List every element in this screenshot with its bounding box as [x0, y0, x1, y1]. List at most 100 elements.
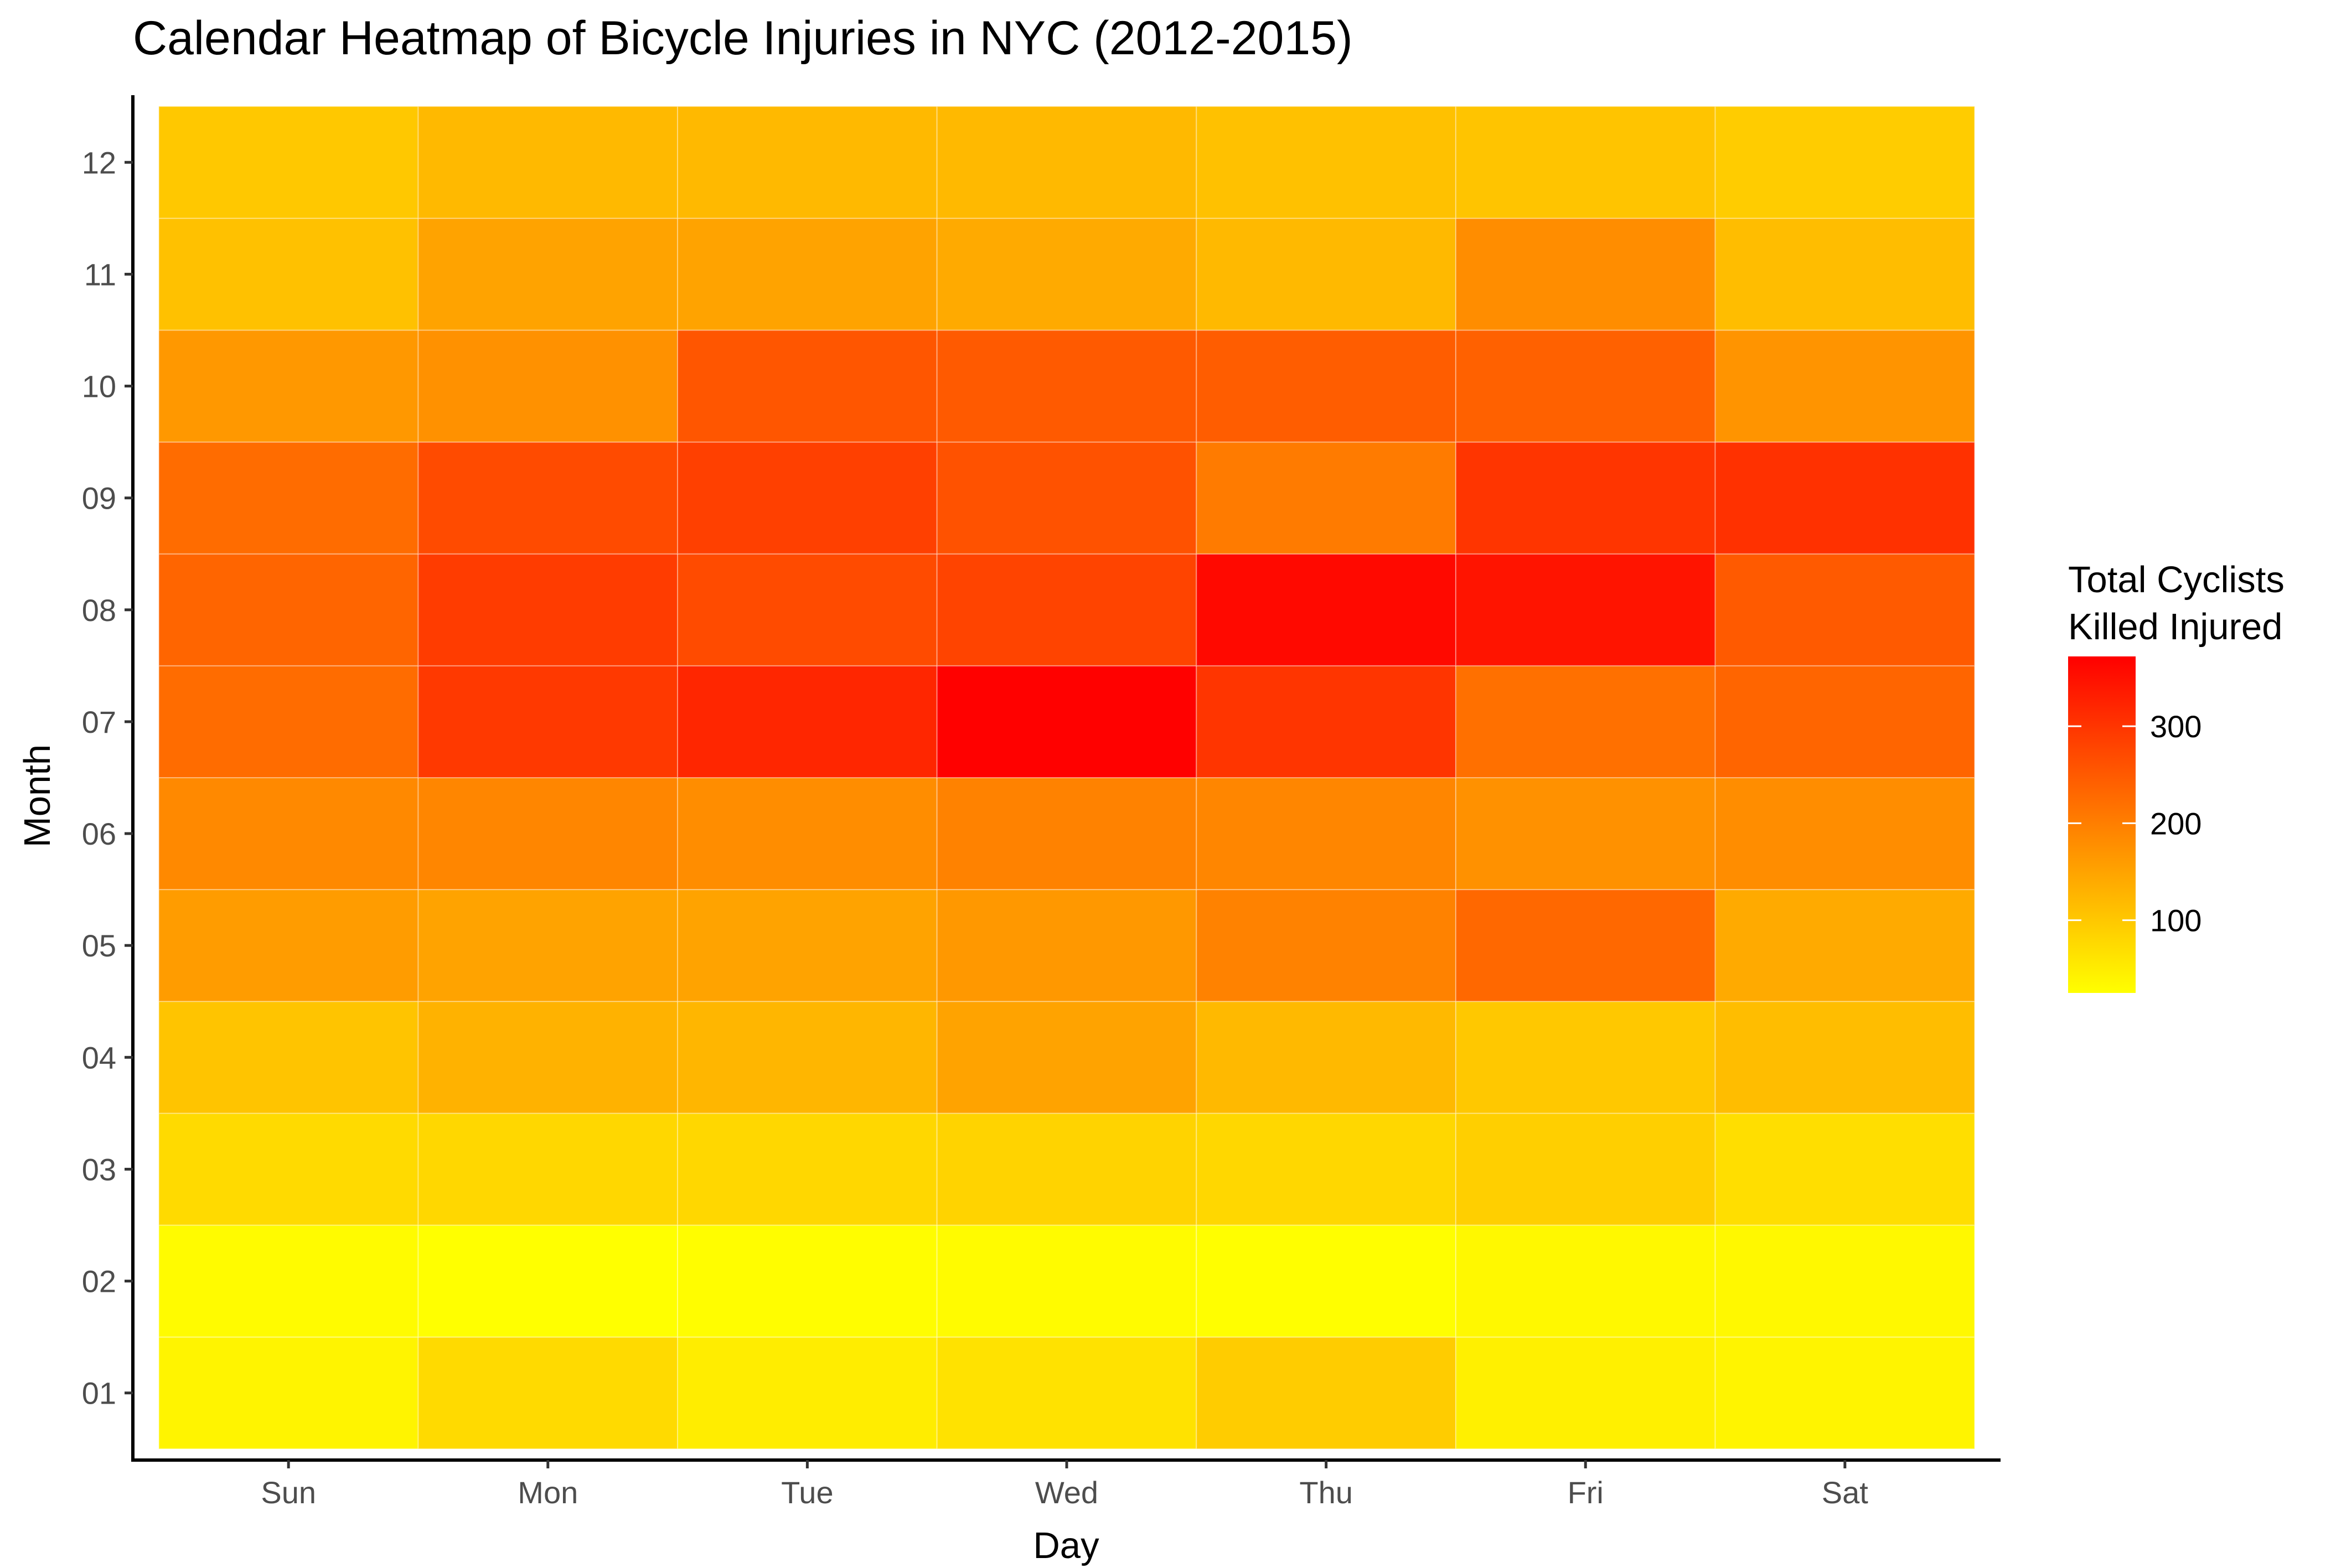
legend-title-line-2: Killed Injured	[2068, 606, 2282, 648]
heatmap-cell-08-sat	[1714, 553, 1976, 666]
heatmap-cell-01-thu	[1196, 1336, 1456, 1450]
heatmap-tiles	[158, 106, 1976, 1450]
y-tick-label: 12	[82, 145, 116, 180]
heatmap-cell-01-sun	[158, 1336, 419, 1450]
heatmap-cell-05-sat	[1714, 889, 1976, 1002]
y-tick-label: 10	[82, 369, 116, 404]
legend-tick-label: 100	[2150, 903, 2202, 938]
heatmap-cell-07-tue	[677, 665, 938, 779]
heatmap-cell-06-sat	[1714, 777, 1976, 891]
heatmap-cell-09-sun	[158, 441, 419, 555]
heatmap-cell-12-mon	[417, 106, 679, 219]
legend-title-line-1: Total Cyclists	[2068, 559, 2285, 601]
y-tick-label: 07	[82, 705, 116, 739]
x-tick-label: Mon	[518, 1475, 578, 1510]
heatmap-cell-07-wed	[936, 665, 1197, 779]
heatmap-cell-06-wed	[936, 777, 1197, 891]
y-tick-label: 05	[82, 928, 116, 963]
heatmap-cell-06-thu	[1196, 777, 1456, 891]
heatmap-cell-04-tue	[677, 1001, 938, 1114]
heatmap-cell-06-mon	[417, 777, 679, 891]
x-tick-label: Sat	[1822, 1475, 1868, 1510]
heatmap-cell-04-sat	[1714, 1001, 1976, 1114]
chart-title: Calendar Heatmap of Bicycle Injuries in …	[133, 12, 1353, 65]
legend-tick-label: 200	[2150, 806, 2202, 841]
heatmap-cell-08-sun	[158, 553, 419, 666]
heatmap-cell-03-tue	[677, 1112, 938, 1226]
heatmap-cell-02-wed	[936, 1224, 1197, 1338]
legend-colorbar	[2068, 656, 2136, 993]
heatmap-cell-07-mon	[417, 665, 679, 779]
heatmap-cell-12-fri	[1455, 106, 1716, 219]
heatmap-cell-09-mon	[417, 441, 679, 555]
heatmap-cell-12-sat	[1714, 106, 1976, 219]
y-tick-label: 09	[82, 481, 116, 516]
heatmap-cell-11-thu	[1196, 218, 1456, 331]
heatmap-cell-11-mon	[417, 218, 679, 331]
heatmap-cell-12-thu	[1196, 106, 1456, 219]
y-tick-label: 11	[84, 257, 116, 292]
y-tick-label: 02	[82, 1264, 116, 1299]
heatmap-cell-10-wed	[936, 329, 1197, 443]
heatmap-cell-01-mon	[417, 1336, 679, 1450]
heatmap-cell-10-thu	[1196, 329, 1456, 443]
x-tick-label: Tue	[781, 1475, 833, 1510]
heatmap-cell-04-sun	[158, 1001, 419, 1114]
y-tick-label: 01	[82, 1376, 116, 1411]
legend-tick-label: 300	[2150, 709, 2202, 744]
heatmap-cell-04-fri	[1455, 1001, 1716, 1114]
heatmap-cell-11-sat	[1714, 218, 1976, 331]
heatmap-cell-10-sun	[158, 329, 419, 443]
y-axis-title: Month	[17, 744, 58, 847]
heatmap-cell-05-fri	[1455, 889, 1716, 1002]
heatmap-cell-06-tue	[677, 777, 938, 891]
heatmap-cell-09-thu	[1196, 441, 1456, 555]
heatmap-cell-06-fri	[1455, 777, 1716, 891]
heatmap-cell-05-tue	[677, 889, 938, 1002]
heatmap-cell-04-thu	[1196, 1001, 1456, 1114]
y-tick-label: 03	[82, 1152, 116, 1187]
heatmap-cell-10-sat	[1714, 329, 1976, 443]
heatmap-cell-07-sat	[1714, 665, 1976, 779]
heatmap-cell-09-tue	[677, 441, 938, 555]
heatmap-cell-07-fri	[1455, 665, 1716, 779]
y-tick-label: 08	[82, 593, 116, 628]
heatmap-cell-03-wed	[936, 1112, 1197, 1226]
heatmap-cell-02-sun	[158, 1224, 419, 1338]
x-tick-label: Thu	[1299, 1475, 1353, 1510]
heatmap-cell-03-sun	[158, 1112, 419, 1226]
heatmap-cell-08-wed	[936, 553, 1197, 666]
heatmap-cell-05-thu	[1196, 889, 1456, 1002]
x-tick-label: Fri	[1568, 1475, 1604, 1510]
x-axis-title: Day	[1033, 1525, 1099, 1566]
heatmap-cell-08-mon	[417, 553, 679, 666]
color-legend: Total Cyclists Killed Injured 100 200 300	[2068, 559, 2285, 993]
heatmap-cell-07-sun	[158, 665, 419, 779]
heatmap-cell-04-wed	[936, 1001, 1197, 1114]
heatmap-cell-12-wed	[936, 106, 1197, 219]
heatmap-cell-09-sat	[1714, 441, 1976, 555]
heatmap-cell-02-tue	[677, 1224, 938, 1338]
heatmap-cell-08-fri	[1455, 553, 1716, 666]
heatmap-cell-03-sat	[1714, 1112, 1976, 1226]
heatmap-cell-09-wed	[936, 441, 1197, 555]
heatmap-cell-01-tue	[677, 1336, 938, 1450]
heatmap-cell-10-mon	[417, 329, 679, 443]
y-tick-label: 04	[82, 1040, 116, 1075]
heatmap-cell-10-tue	[677, 329, 938, 443]
heatmap-cell-05-mon	[417, 889, 679, 1002]
heatmap-cell-09-fri	[1455, 441, 1716, 555]
heatmap-cell-11-fri	[1455, 218, 1716, 331]
heatmap-cell-07-thu	[1196, 665, 1456, 779]
heatmap-cell-12-tue	[677, 106, 938, 219]
heatmap-cell-02-sat	[1714, 1224, 1976, 1338]
heatmap-cell-05-wed	[936, 889, 1197, 1002]
y-axis-ticks: 01 02 03 04 05 06 07 08 09 10 11 12	[82, 145, 133, 1411]
x-tick-label: Sun	[261, 1475, 316, 1510]
heatmap-cell-08-tue	[677, 553, 938, 666]
heatmap-cell-06-sun	[158, 777, 419, 891]
heatmap-cell-05-sun	[158, 889, 419, 1002]
x-axis-ticks: Sun Mon Tue Wed Thu Fri Sat	[261, 1460, 1868, 1510]
heatmap-cell-03-fri	[1455, 1112, 1716, 1226]
